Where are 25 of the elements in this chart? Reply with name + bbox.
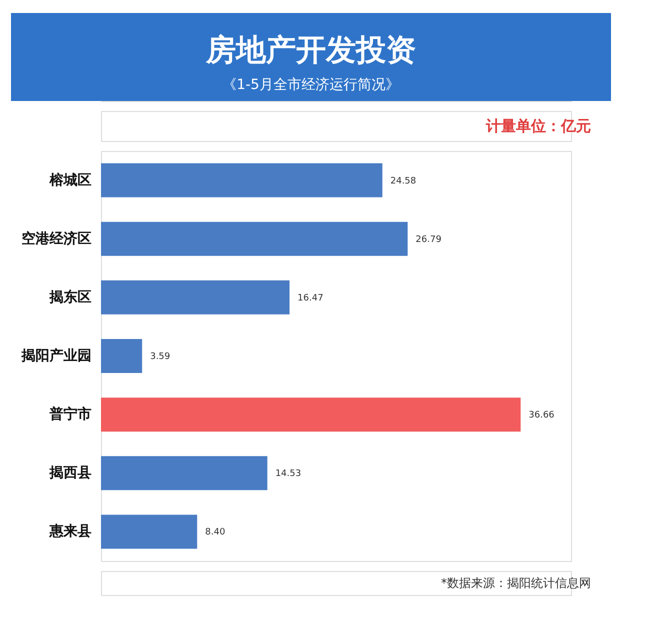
chart-title: 房地产开发投资: [205, 33, 416, 68]
data-label: 26.79: [416, 234, 442, 245]
bar: [101, 222, 408, 256]
bar: [101, 398, 521, 432]
y-tick-label: 榕城区: [48, 171, 92, 188]
y-tick-label: 揭西县: [48, 465, 92, 482]
bar: [101, 280, 290, 314]
text: *数据来源：揭阳统计信息网: [441, 576, 591, 590]
bar: [101, 514, 198, 549]
y-tick-label: 揭阳产业园: [20, 347, 92, 364]
bar: [101, 339, 142, 373]
y-tick-label: 空港经济区: [22, 230, 92, 247]
y-tick-label: 惠来县: [48, 524, 92, 540]
chart-subtitle: 《1-5月全市经济运行简况》: [222, 77, 400, 93]
text: 计量单位：亿元: [485, 117, 591, 135]
data-label: 16.47: [298, 293, 324, 304]
y-tick-label: 普宁市: [48, 406, 92, 423]
bar: [101, 456, 268, 490]
data-label: 36.66: [528, 410, 555, 421]
data-label: 3.59: [150, 352, 170, 362]
data-label: 14.53: [275, 469, 302, 480]
data-label: 24.58: [390, 176, 416, 186]
bar: [101, 163, 382, 198]
y-tick-label: 揭东区: [48, 288, 92, 306]
data-label: 8.40: [205, 528, 226, 538]
